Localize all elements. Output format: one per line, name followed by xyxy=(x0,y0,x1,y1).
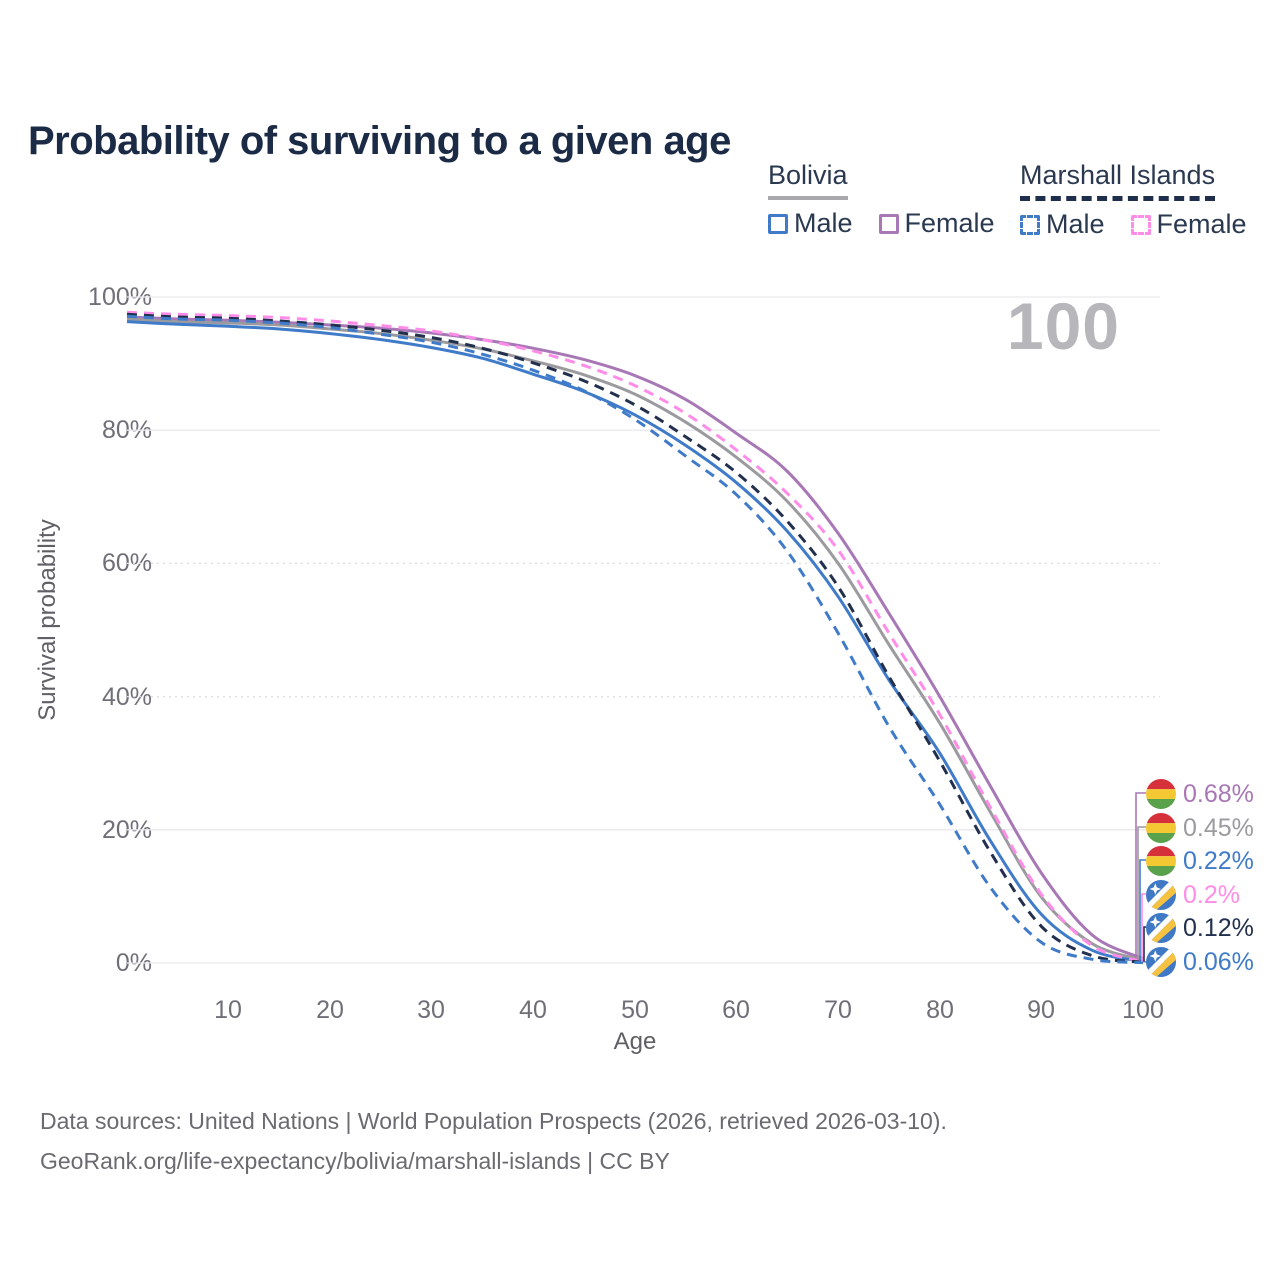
x-tick-50: 50 xyxy=(621,996,649,1024)
x-tick-70: 70 xyxy=(824,996,852,1024)
legend-items: Male Female xyxy=(1020,209,1247,240)
x-tick-80: 80 xyxy=(926,996,954,1024)
end-label-value: 0.68% xyxy=(1183,779,1254,808)
end-label-marshall-both: 0.12% xyxy=(1146,912,1254,944)
end-label-value: 0.12% xyxy=(1183,913,1254,942)
legend-items: Male Female xyxy=(768,208,995,239)
data-sources-note: Data sources: United Nations | World Pop… xyxy=(40,1108,947,1134)
end-label-bolivia-female: 0.68% xyxy=(1146,778,1254,810)
source-url[interactable]: GeoRank.org/life-expectancy/bolivia/mars… xyxy=(40,1148,670,1174)
y-tick-40: 40% xyxy=(101,683,152,711)
end-label-bolivia-male: 0.22% xyxy=(1146,845,1254,877)
legend-group-title-marshall-islands[interactable]: Marshall Islands xyxy=(1020,160,1216,201)
y-tick-100: 100% xyxy=(88,283,152,311)
x-tick-30: 30 xyxy=(417,996,445,1024)
end-label-value: 0.22% xyxy=(1183,846,1254,875)
legend-item-bolivia-female[interactable]: Female xyxy=(878,208,995,239)
x-tick-60: 60 xyxy=(722,996,750,1024)
legend-item-label: Male xyxy=(1046,209,1105,239)
y-tick-20: 20% xyxy=(101,816,152,844)
legend-item-bolivia-male[interactable]: Male xyxy=(768,208,853,239)
x-tick-40: 40 xyxy=(519,996,547,1024)
x-tick-20: 20 xyxy=(316,996,344,1024)
x-tick-90: 90 xyxy=(1027,996,1055,1024)
bolivia-flag-icon xyxy=(1146,813,1176,843)
end-label-marshall-male: 0.06% xyxy=(1146,946,1254,978)
end-label-value: 0.2% xyxy=(1183,880,1240,909)
y-tick-0: 0% xyxy=(115,949,152,977)
marshall-islands-flag-icon xyxy=(1146,880,1176,910)
x-tick-10: 10 xyxy=(214,996,242,1024)
legend-item-label: Female xyxy=(1156,209,1247,239)
end-label-value: 0.06% xyxy=(1183,947,1254,976)
legend-item-marshall-male[interactable]: Male xyxy=(1020,209,1105,240)
end-label-value: 0.45% xyxy=(1183,813,1254,842)
marshall-islands-flag-icon xyxy=(1146,913,1176,943)
end-label-marshall-female: 0.2% xyxy=(1146,879,1240,911)
end-label-bolivia-both: 0.45% xyxy=(1146,812,1254,844)
dashed-male-swatch-icon xyxy=(1020,214,1040,235)
solid-male-swatch-icon xyxy=(768,213,788,234)
dashed-female-swatch-icon xyxy=(1130,214,1151,235)
bolivia-flag-icon xyxy=(1146,846,1176,876)
legend-item-label: Female xyxy=(904,208,995,238)
y-tick-80: 80% xyxy=(101,416,152,444)
legend-group-marshall-islands: Marshall Islands Male Female xyxy=(1020,160,1247,240)
legend-group-bolivia: Bolivia Male Female xyxy=(768,160,995,239)
marshall-islands-flag-icon xyxy=(1146,947,1176,977)
x-axis-title: Age xyxy=(613,1028,657,1055)
legend-item-marshall-female[interactable]: Female xyxy=(1130,209,1247,240)
bolivia-flag-icon xyxy=(1146,779,1176,809)
legend-group-title-bolivia[interactable]: Bolivia xyxy=(768,160,848,200)
x-tick-100: 100 xyxy=(1122,996,1164,1024)
hovered-age-watermark: 100 xyxy=(1006,289,1120,363)
chart-title: Probability of surviving to a given age xyxy=(28,118,731,163)
solid-female-swatch-icon xyxy=(878,213,899,234)
legend-item-label: Male xyxy=(794,208,853,238)
y-tick-60: 60% xyxy=(101,549,152,577)
